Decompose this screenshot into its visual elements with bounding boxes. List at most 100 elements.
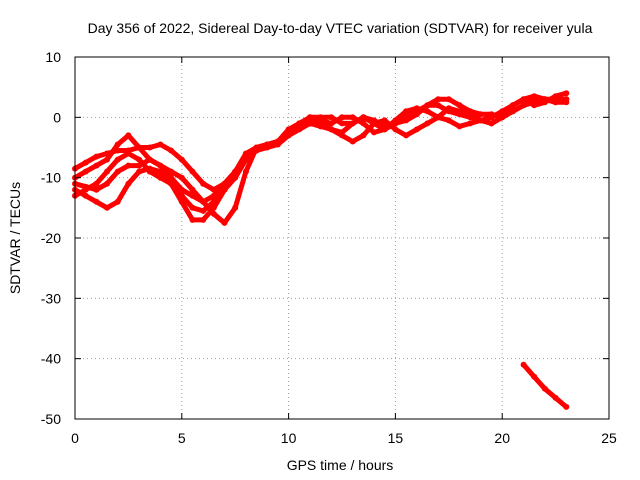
data-point bbox=[264, 141, 271, 148]
data-point bbox=[563, 99, 570, 106]
data-point bbox=[424, 108, 431, 115]
data-point bbox=[424, 102, 431, 109]
series-line-track-5 bbox=[72, 157, 238, 205]
data-point bbox=[552, 93, 559, 100]
data-point bbox=[232, 204, 239, 211]
data-point bbox=[114, 198, 121, 205]
data-point bbox=[82, 168, 89, 175]
data-point bbox=[114, 141, 121, 148]
data-point bbox=[168, 147, 175, 154]
data-point bbox=[445, 105, 452, 112]
data-point bbox=[232, 168, 239, 175]
x-tick-label: 5 bbox=[178, 430, 186, 446]
axis-ticks: 0 5 10 15 20 25 10 0 -10 -20 -30 -40 -50 bbox=[41, 49, 617, 446]
data-point bbox=[456, 102, 463, 109]
data-point bbox=[509, 108, 516, 115]
data-point bbox=[136, 144, 143, 151]
data-point bbox=[221, 180, 228, 187]
y-tick-label: -50 bbox=[41, 411, 61, 427]
data-point bbox=[339, 114, 345, 121]
data-point bbox=[93, 162, 100, 169]
data-point bbox=[360, 114, 367, 121]
data-point bbox=[445, 96, 452, 103]
data-point bbox=[467, 120, 474, 127]
x-tick-label: 20 bbox=[494, 430, 510, 446]
x-tick-label: 25 bbox=[601, 430, 617, 446]
data-point bbox=[381, 126, 388, 133]
data-point bbox=[146, 165, 153, 172]
data-point bbox=[125, 180, 132, 187]
data-series-group bbox=[72, 90, 570, 410]
data-point bbox=[381, 117, 388, 124]
data-point bbox=[317, 117, 324, 124]
data-point bbox=[552, 394, 559, 401]
data-point bbox=[136, 168, 143, 175]
data-point bbox=[413, 126, 420, 133]
data-point bbox=[210, 210, 217, 217]
data-point bbox=[200, 207, 207, 214]
data-point bbox=[82, 183, 89, 190]
data-point bbox=[499, 114, 506, 121]
data-point bbox=[210, 192, 217, 199]
data-point bbox=[189, 204, 196, 211]
data-point bbox=[242, 168, 249, 175]
data-point bbox=[242, 150, 249, 157]
data-point bbox=[339, 132, 345, 139]
data-point bbox=[125, 150, 132, 157]
data-point bbox=[371, 120, 377, 127]
x-tick-label: 0 bbox=[71, 430, 79, 446]
data-point bbox=[392, 117, 399, 124]
data-point bbox=[520, 102, 527, 109]
data-point bbox=[296, 120, 303, 127]
data-point bbox=[274, 138, 281, 145]
data-point bbox=[146, 156, 153, 163]
data-point bbox=[104, 168, 110, 175]
data-point bbox=[371, 129, 377, 136]
data-point bbox=[136, 156, 143, 163]
data-point bbox=[328, 120, 335, 127]
data-point bbox=[328, 126, 335, 133]
y-tick-label: -20 bbox=[41, 230, 61, 246]
data-point bbox=[189, 192, 196, 199]
data-point bbox=[82, 159, 89, 166]
data-point bbox=[531, 93, 538, 100]
y-tick-label: -30 bbox=[41, 290, 61, 306]
data-point bbox=[178, 198, 185, 205]
data-point bbox=[520, 361, 527, 368]
data-point bbox=[285, 132, 292, 139]
data-point bbox=[509, 102, 516, 109]
y-axis-label: SDTVAR / TECUs bbox=[7, 182, 23, 294]
data-point bbox=[200, 198, 207, 205]
data-point bbox=[424, 120, 431, 127]
data-point bbox=[93, 180, 100, 187]
data-point bbox=[146, 144, 153, 151]
data-point bbox=[328, 114, 335, 121]
data-point bbox=[456, 123, 463, 130]
data-point bbox=[189, 186, 196, 193]
data-point bbox=[413, 105, 420, 112]
data-point bbox=[125, 162, 132, 169]
data-point bbox=[114, 156, 121, 163]
data-point bbox=[104, 204, 110, 211]
data-point bbox=[541, 96, 548, 103]
data-point bbox=[349, 120, 356, 127]
data-point bbox=[136, 162, 143, 169]
data-point bbox=[93, 153, 100, 160]
data-point bbox=[178, 156, 185, 163]
data-point bbox=[200, 180, 207, 187]
data-point bbox=[445, 117, 452, 124]
data-point bbox=[189, 216, 196, 223]
data-point bbox=[435, 102, 442, 109]
data-point bbox=[93, 186, 100, 193]
data-point bbox=[253, 144, 260, 151]
data-point bbox=[189, 168, 196, 175]
data-point bbox=[403, 132, 410, 139]
data-point bbox=[114, 168, 121, 175]
x-axis-label: GPS time / hours bbox=[287, 457, 394, 473]
data-point bbox=[157, 162, 164, 169]
y-tick-label: -10 bbox=[41, 170, 61, 186]
data-point bbox=[104, 180, 110, 187]
data-point bbox=[360, 120, 367, 127]
data-point bbox=[157, 141, 164, 148]
